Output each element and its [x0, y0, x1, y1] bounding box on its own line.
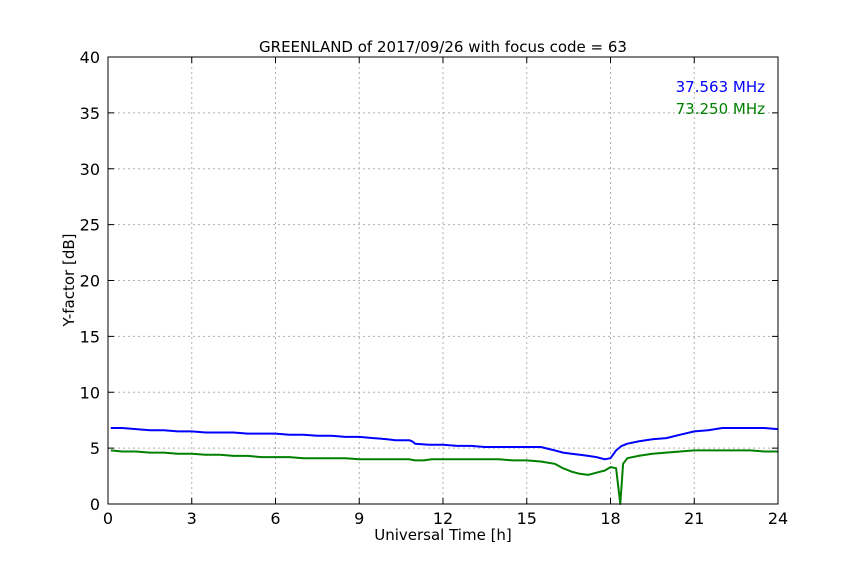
y-tick-label: 25: [80, 216, 100, 235]
y-tick-label: 10: [80, 383, 100, 402]
y-tick-label: 20: [80, 272, 100, 291]
x-tick-label: 18: [600, 509, 620, 528]
x-axis-label: Universal Time [h]: [374, 526, 512, 544]
y-axis-label: Y-factor [dB]: [60, 233, 78, 327]
x-tick-label: 0: [103, 509, 113, 528]
x-tick-label: 3: [187, 509, 197, 528]
axis-ticks: 0 3 6 9 12 15 18 21 24 0 5 10 15 20 25 30 35 40: [80, 48, 789, 528]
y-tick-label: 35: [80, 104, 100, 123]
x-tick-label: 21: [684, 509, 704, 528]
x-tick-label: 9: [354, 509, 364, 528]
x-tick-label: 15: [517, 509, 537, 528]
y-tick-label: 5: [90, 439, 100, 458]
series-line-1: [110, 449, 778, 505]
series-line-0: [110, 427, 779, 461]
y-tick-label: 15: [80, 327, 100, 346]
series-layer: [110, 427, 779, 505]
legend-entry-73250: 73.250 MHz: [676, 100, 765, 118]
legend-entry-37563: 37.563 MHz: [676, 78, 765, 96]
y-tick-label: 40: [80, 48, 100, 67]
x-tick-label: 12: [433, 509, 453, 528]
x-tick-label: 6: [270, 509, 280, 528]
y-tick-label: 30: [80, 160, 100, 179]
y-tick-label: 0: [90, 495, 100, 514]
x-tick-label: 24: [768, 509, 788, 528]
grid-lines: [107, 56, 779, 505]
chart-title: GREENLAND of 2017/09/26 with focus code …: [259, 38, 627, 56]
